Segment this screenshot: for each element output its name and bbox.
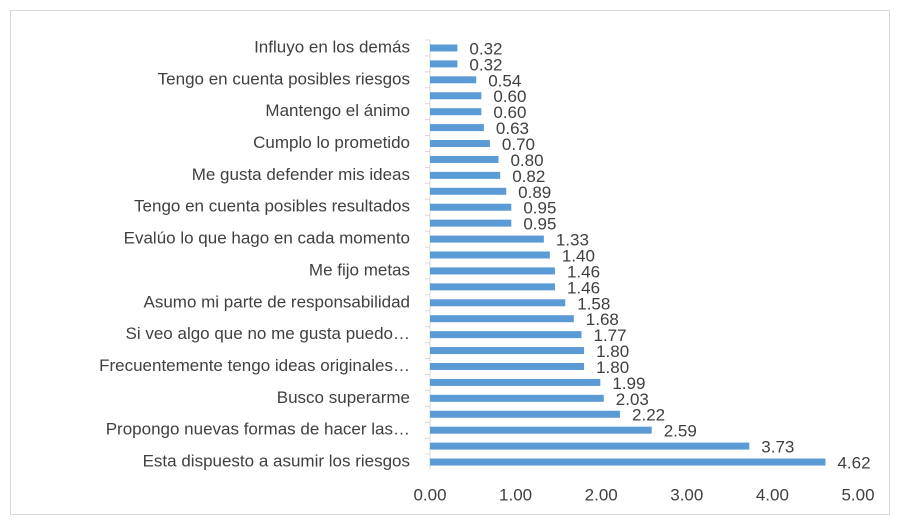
value-label: 1.80 — [596, 358, 629, 377]
value-label: 0.89 — [518, 183, 551, 202]
value-label: 0.32 — [469, 55, 502, 74]
bar — [430, 92, 482, 100]
value-label: 1.99 — [612, 374, 645, 393]
bar — [430, 251, 550, 259]
chart-border — [10, 10, 890, 515]
bar — [430, 235, 544, 243]
bar — [430, 187, 507, 195]
value-label: 2.03 — [616, 390, 649, 409]
bar — [430, 394, 604, 402]
bar — [430, 44, 458, 52]
value-label: 1.40 — [562, 246, 595, 265]
x-tick-label: 1.00 — [499, 485, 532, 504]
bar — [430, 124, 484, 132]
value-label: 0.70 — [502, 135, 535, 154]
y-tick-label: Cumplo lo prometido — [253, 133, 410, 152]
value-label: 0.80 — [510, 151, 543, 170]
y-tick-label: Tengo en cuenta posibles riesgos — [158, 69, 410, 88]
bar — [430, 219, 512, 227]
x-tick-label: 2.00 — [585, 485, 618, 504]
y-tick-label: Influyo en los demás — [254, 37, 410, 56]
x-tick-label: 5.00 — [841, 485, 874, 504]
value-label: 1.68 — [586, 310, 619, 329]
bar — [430, 283, 555, 291]
value-label: 1.46 — [567, 278, 600, 297]
value-label: 4.62 — [837, 454, 870, 473]
x-tick-label: 4.00 — [756, 485, 789, 504]
y-tick-label: Mantengo el ánimo — [265, 101, 410, 120]
bar — [430, 458, 826, 466]
value-label: 2.22 — [632, 406, 665, 425]
bar — [430, 108, 482, 116]
y-tick-label: Tengo en cuenta posibles resultados — [134, 197, 410, 216]
bar — [430, 203, 512, 211]
y-tick-label: Si veo algo que no me gusta puedo… — [126, 324, 410, 343]
bar — [430, 140, 490, 148]
value-label: 2.59 — [664, 422, 697, 441]
y-tick-label: Me fijo metas — [309, 260, 410, 279]
value-label: 0.95 — [523, 199, 556, 218]
value-label: 0.32 — [469, 39, 502, 58]
bar — [430, 347, 585, 355]
bar — [430, 267, 555, 275]
value-label: 0.82 — [512, 167, 545, 186]
value-label: 3.73 — [761, 438, 794, 457]
bar — [430, 60, 458, 68]
y-tick-label: Propongo nuevas formas de hacer las… — [106, 420, 410, 439]
value-label: 0.60 — [493, 103, 526, 122]
value-label: 0.54 — [488, 71, 521, 90]
value-label: 1.46 — [567, 262, 600, 281]
y-tick-label: Busco superarme — [277, 388, 410, 407]
value-label: 1.58 — [577, 294, 610, 313]
x-tick-label: 3.00 — [670, 485, 703, 504]
value-label: 1.77 — [594, 326, 627, 345]
y-tick-label: Frecuentemente tengo ideas originales… — [99, 356, 410, 375]
y-tick-label: Asumo mi parte de responsabilidad — [144, 292, 410, 311]
value-label: 1.80 — [596, 342, 629, 361]
bar — [430, 331, 582, 339]
bar — [430, 442, 750, 450]
bar — [430, 315, 574, 323]
value-label: 0.60 — [493, 87, 526, 106]
y-tick-label: Evalúo lo que hago en cada momento — [124, 229, 410, 248]
bar — [430, 426, 652, 434]
y-tick-label: Esta dispuesto a asumir los riesgos — [143, 452, 410, 471]
bar — [430, 299, 566, 307]
bar — [430, 362, 585, 370]
bar — [430, 410, 621, 418]
value-label: 1.33 — [556, 231, 589, 250]
bar — [430, 171, 501, 179]
bar — [430, 378, 601, 386]
value-label: 0.63 — [496, 119, 529, 138]
bar — [430, 76, 477, 84]
x-tick-label: 0.00 — [413, 485, 446, 504]
y-tick-label: Me gusta defender mis ideas — [192, 165, 410, 184]
bar — [430, 155, 499, 163]
value-label: 0.95 — [523, 215, 556, 234]
